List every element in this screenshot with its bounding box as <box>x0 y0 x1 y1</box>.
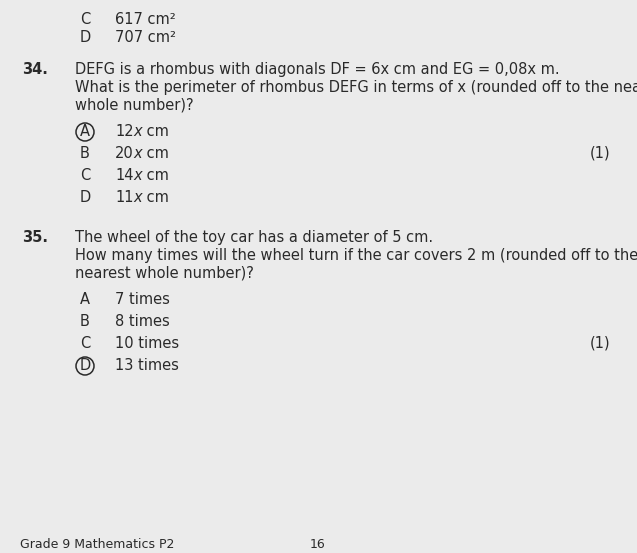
Text: 20: 20 <box>115 146 134 161</box>
Text: How many times will the wheel turn if the car covers 2 m (rounded off to the: How many times will the wheel turn if th… <box>75 248 637 263</box>
Text: Grade 9 Mathematics P2: Grade 9 Mathematics P2 <box>20 538 175 551</box>
Text: A: A <box>80 124 90 139</box>
Text: A: A <box>80 292 90 307</box>
Text: B: B <box>80 146 90 161</box>
Text: 707 cm²: 707 cm² <box>115 30 176 45</box>
Text: D: D <box>80 358 90 373</box>
Text: x: x <box>134 190 142 205</box>
Text: 16: 16 <box>310 538 326 551</box>
Text: x: x <box>134 168 142 183</box>
Text: whole number)?: whole number)? <box>75 98 194 113</box>
Text: cm: cm <box>143 146 169 161</box>
Text: cm: cm <box>142 124 169 139</box>
Text: What is the perimeter of rhombus DEFG in terms of x (rounded off to the nearest: What is the perimeter of rhombus DEFG in… <box>75 80 637 95</box>
Text: D: D <box>80 30 90 45</box>
Text: x: x <box>134 124 142 139</box>
Text: DEFG is a rhombus with diagonals DF = 6x cm and EG = 0,08x m.: DEFG is a rhombus with diagonals DF = 6x… <box>75 62 560 77</box>
Text: 11: 11 <box>115 190 134 205</box>
Text: 34.: 34. <box>22 62 48 77</box>
Text: C: C <box>80 168 90 183</box>
Text: 35.: 35. <box>22 230 48 245</box>
Text: 8 times: 8 times <box>115 314 169 329</box>
Text: 10 times: 10 times <box>115 336 179 351</box>
Text: C: C <box>80 336 90 351</box>
Text: cm: cm <box>142 168 169 183</box>
Text: C: C <box>80 12 90 27</box>
Text: x: x <box>134 146 143 161</box>
Text: 13 times: 13 times <box>115 358 179 373</box>
Text: 14: 14 <box>115 168 134 183</box>
Text: cm: cm <box>142 190 169 205</box>
Text: 617 cm²: 617 cm² <box>115 12 176 27</box>
Text: (1): (1) <box>589 146 610 161</box>
Text: 12: 12 <box>115 124 134 139</box>
Text: nearest whole number)?: nearest whole number)? <box>75 266 254 281</box>
Text: B: B <box>80 314 90 329</box>
Text: The wheel of the toy car has a diameter of 5 cm.: The wheel of the toy car has a diameter … <box>75 230 433 245</box>
Text: (1): (1) <box>589 336 610 351</box>
Text: D: D <box>80 190 90 205</box>
Text: 7 times: 7 times <box>115 292 170 307</box>
